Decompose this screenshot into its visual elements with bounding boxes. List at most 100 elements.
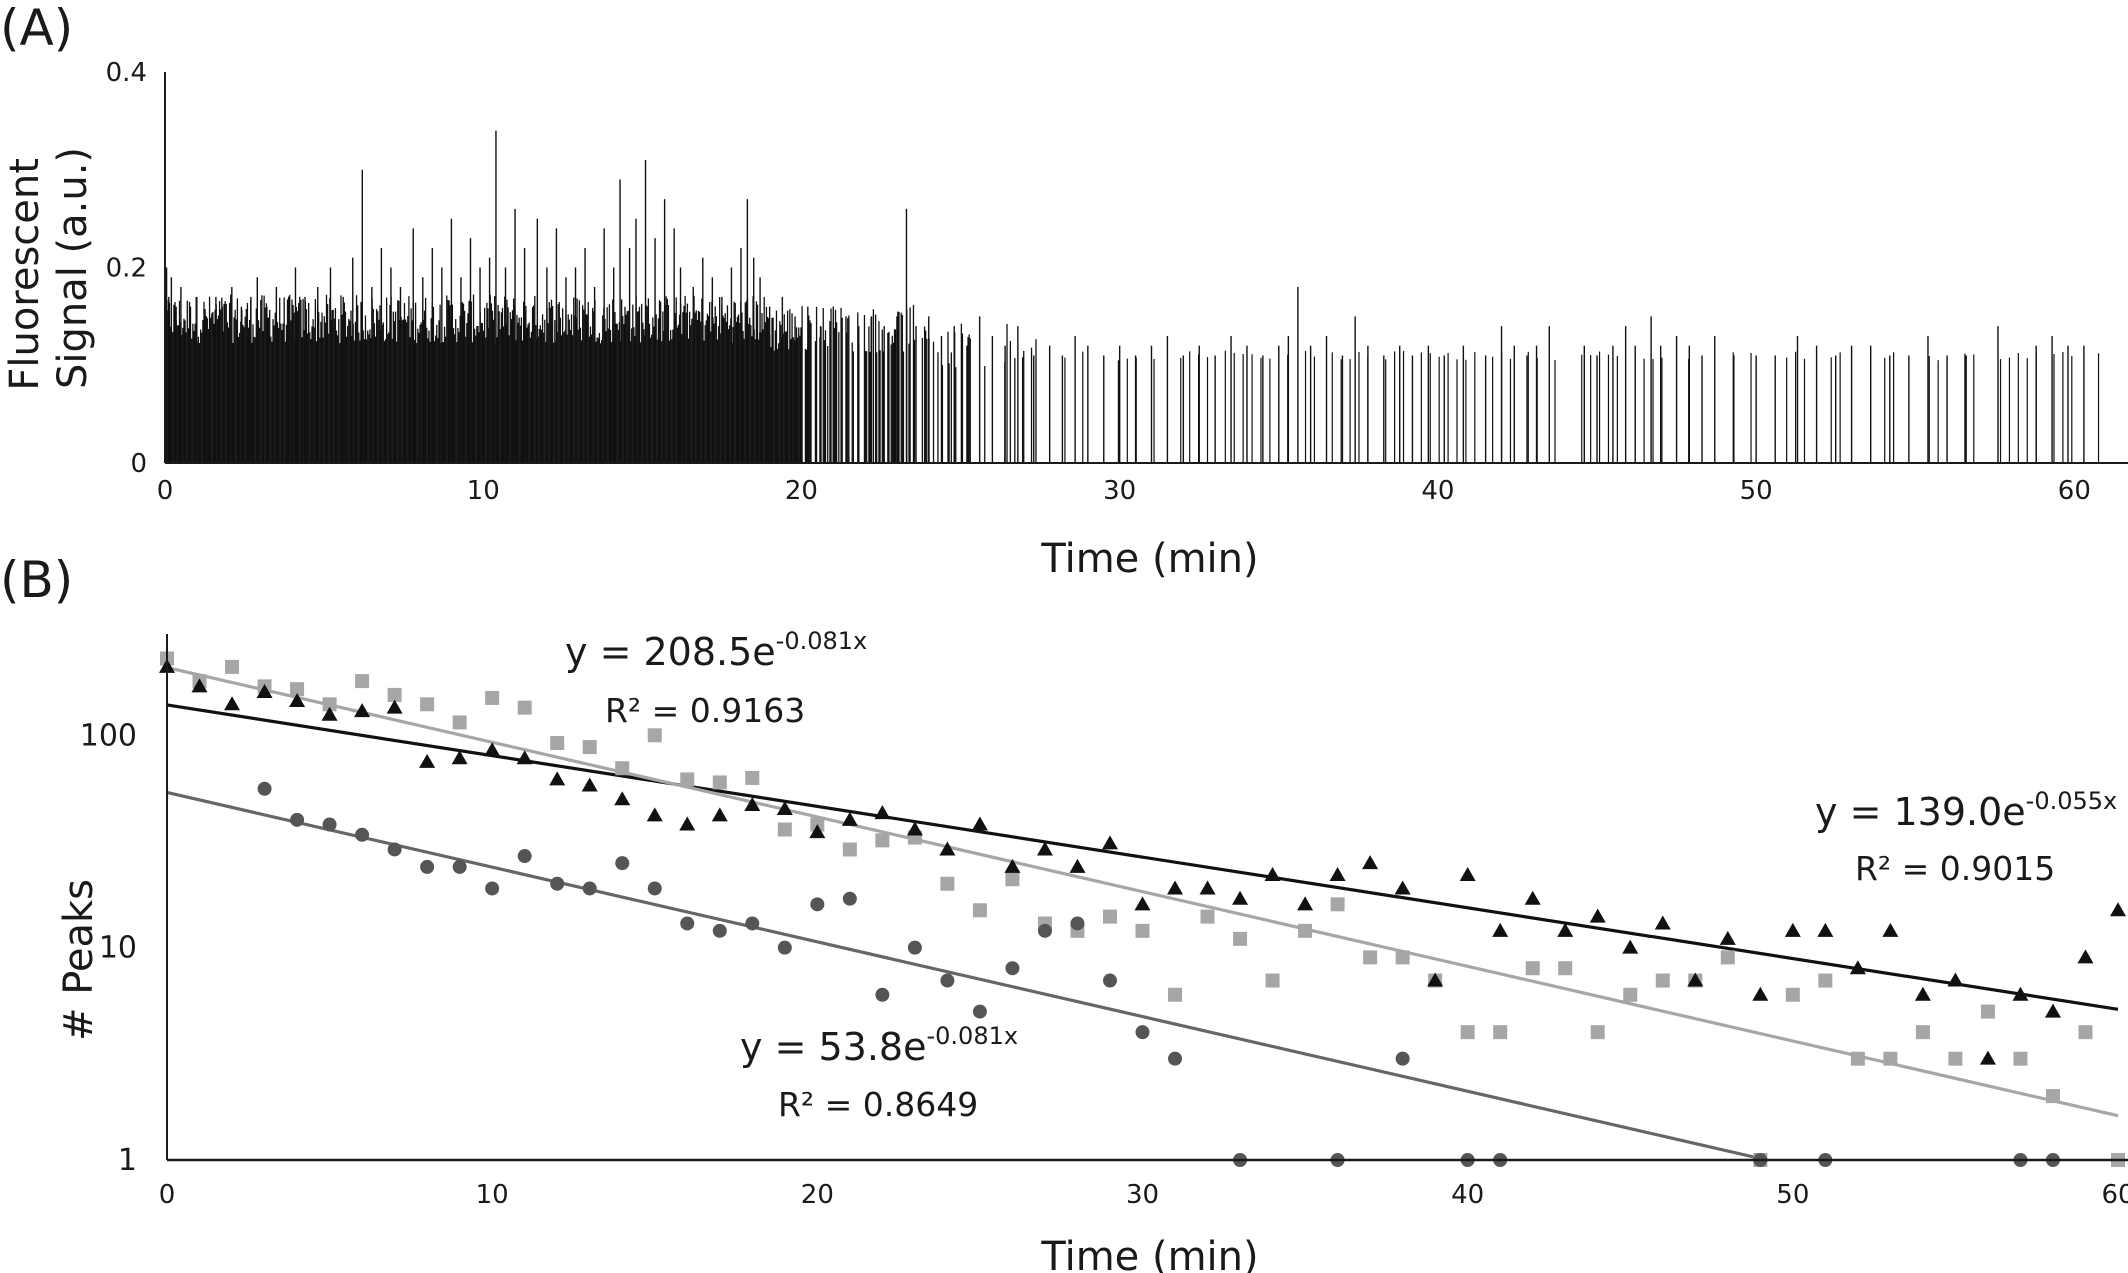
data-point-triangle (874, 805, 891, 820)
data-point-square (972, 903, 987, 918)
data-point-square (842, 842, 857, 857)
data-point-triangle (419, 753, 436, 768)
data-point-square (1330, 897, 1345, 912)
data-point-circle (680, 916, 695, 931)
data-point-circle (355, 827, 370, 842)
data-point-square (1883, 1051, 1898, 1066)
data-point-triangle (776, 800, 793, 815)
x-tick-label: 30 (1126, 1180, 1159, 1210)
panel-a-label: (A) (0, 0, 73, 57)
data-point-triangle (1882, 922, 1899, 937)
data-point-triangle (1004, 858, 1021, 873)
trend-line (166, 790, 1768, 1162)
data-point-square (1168, 987, 1183, 1002)
y-tick-label: 0 (130, 449, 147, 479)
panel-a-y-ticks: 0 0.2 0.4 (106, 58, 147, 479)
data-point-circle (420, 859, 435, 874)
data-point-square (485, 690, 500, 705)
data-point-circle (582, 881, 597, 896)
data-point-square (1915, 1025, 1930, 1040)
data-point-triangle (1524, 890, 1541, 905)
data-point-triangle (1264, 866, 1281, 881)
data-point-square (2013, 1051, 2028, 1066)
data-point-triangle (1199, 880, 1216, 895)
data-point-circle (810, 897, 825, 912)
data-point-triangle (809, 824, 826, 839)
x-tick-label: 50 (1776, 1180, 1809, 1210)
y-tick-label: 10 (99, 931, 137, 966)
panel-b-y-axis-label: # Peaks (56, 879, 102, 1041)
data-point-triangle (1752, 986, 1769, 1001)
data-point-triangle (224, 696, 241, 711)
r-squared-label: R² = 0.9015 (1855, 849, 2055, 888)
data-point-square (1785, 987, 1800, 1002)
data-point-circle (907, 940, 922, 955)
data-point-square (1200, 909, 1215, 924)
data-point-circle (777, 940, 792, 955)
data-point-circle (1135, 1025, 1150, 1040)
data-point-triangle (2110, 902, 2126, 917)
data-point-triangle (354, 703, 371, 718)
data-point-square (1265, 973, 1280, 988)
data-point-triangle (1914, 986, 1931, 1001)
data-point-circle (940, 973, 955, 988)
panel-b-label: (B) (0, 551, 73, 609)
data-point-triangle (841, 811, 858, 826)
x-tick-label: 10 (476, 1180, 509, 1210)
data-point-triangle (971, 816, 988, 831)
data-point-triangle (1069, 858, 1086, 873)
trend-equation: y = 208.5e-0.081x (565, 627, 867, 674)
panel-b-x-ticks: 0 10 20 30 40 50 60 (159, 1180, 2128, 1210)
trend-line (166, 665, 2119, 1118)
data-point-circle (1102, 973, 1117, 988)
data-point-circle (1005, 961, 1020, 976)
data-point-circle (387, 842, 402, 857)
data-point-triangle (1589, 908, 1606, 923)
data-point-triangle (711, 807, 728, 822)
data-point-triangle (1101, 835, 1118, 850)
data-point-circle (517, 849, 532, 864)
data-point-triangle (2012, 986, 2029, 1001)
data-point-square (2078, 1025, 2093, 1040)
data-point-triangle (1557, 922, 1574, 937)
data-point-square (1102, 909, 1117, 924)
data-point-square (1233, 931, 1248, 946)
data-point-square (550, 736, 565, 751)
data-point-square (387, 687, 402, 702)
data-point-triangle (906, 821, 923, 836)
data-point-circle (257, 781, 272, 796)
data-point-square (355, 674, 370, 689)
x-tick-label: 40 (1421, 476, 1454, 506)
data-point-triangle (1297, 896, 1314, 911)
data-point-circle (1395, 1051, 1410, 1066)
panel-b-annotations: y = 139.0e-0.055x R² = 0.9015 y = 208.5e-0… (565, 627, 2117, 1124)
data-point-triangle (1687, 972, 1704, 987)
data-point-triangle (1817, 922, 1834, 937)
data-point-square (322, 697, 337, 712)
data-point-triangle (744, 796, 761, 811)
data-point-square (1558, 961, 1573, 976)
trend-equation: y = 53.8e-0.081x (740, 1022, 1018, 1069)
data-point-triangle (679, 816, 696, 831)
data-point-triangle (1394, 880, 1411, 895)
data-point-triangle (1329, 866, 1346, 881)
data-point-square (777, 822, 792, 837)
y-tick-label: 1 (118, 1143, 137, 1178)
panel-b-y-ticks: 1 10 100 (80, 718, 137, 1178)
r-squared-label: R² = 0.8649 (778, 1085, 978, 1124)
panel-b: (B) 0 10 20 30 40 50 60 1 10 100 Time (min) # Pe… (0, 551, 2128, 1273)
data-point-circle (1070, 916, 1085, 931)
panel-a-x-ticks: 0 10 20 30 40 50 60 (157, 476, 2091, 506)
data-point-triangle (1947, 972, 1964, 987)
data-point-triangle (549, 771, 566, 786)
data-point-square (680, 772, 695, 787)
data-point-triangle (1784, 922, 1801, 937)
data-point-square (1655, 973, 1670, 988)
data-point-square (1460, 1025, 1475, 1040)
x-tick-label: 10 (467, 476, 500, 506)
data-point-triangle (1167, 880, 1184, 895)
x-tick-label: 0 (157, 476, 174, 506)
data-point-triangle (386, 699, 403, 714)
data-point-circle (712, 923, 727, 938)
